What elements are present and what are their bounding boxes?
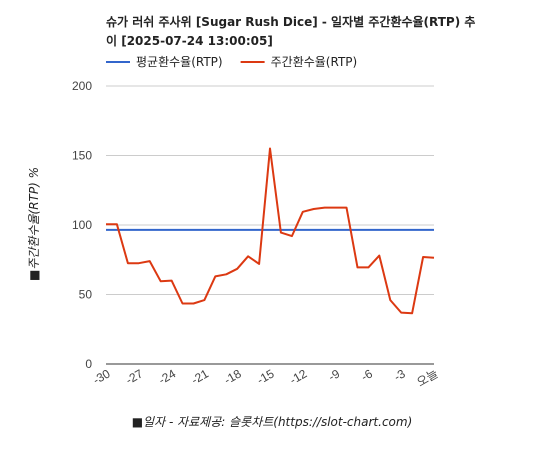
x-tick-label: -21 — [189, 366, 211, 387]
x-tick-label: -15 — [254, 366, 276, 387]
legend-item-1[interactable]: 평균환수율(RTP) — [106, 55, 223, 69]
grid — [106, 85, 434, 365]
x-tick-label: -24 — [156, 366, 178, 387]
x-tick-label: -9 — [326, 366, 343, 384]
legend-label: 평균환수율(RTP) — [136, 55, 223, 69]
x-tick-label: -27 — [123, 366, 145, 387]
x-tick-label: -12 — [287, 366, 309, 387]
y-axis-ticks: 0 50 100 150 200 — [72, 79, 92, 371]
legend-label: 주간환수율(RTP) — [271, 55, 358, 69]
chart-title-line-2: 이 [2025-07-24 13:00:05] — [106, 33, 273, 48]
x-tick-label: 오늘 — [414, 366, 440, 389]
legend[interactable]: 평균환수율(RTP) 주간환수율(RTP) — [106, 55, 357, 69]
chart-title: 슈가 러쉬 주사위 [Sugar Rush Dice] - 일자별 주간환수율(… — [106, 14, 475, 48]
x-axis-ticks: -30 -27 -24 -21 -18 -15 -12 -9 -6 -3 오늘 — [90, 366, 440, 389]
series-line-2 — [106, 147, 435, 315]
x-tick-label: -3 — [391, 366, 408, 384]
x-tick-label: -18 — [222, 366, 244, 387]
legend-item-2[interactable]: 주간환수율(RTP) — [240, 55, 358, 69]
y-tick-label: 50 — [79, 288, 93, 302]
y-axis-title: ■주간환수율(RTP) % — [27, 167, 41, 281]
x-tick-label: -30 — [90, 366, 112, 387]
y-tick-label: 0 — [85, 357, 92, 371]
y-tick-label: 100 — [72, 218, 92, 232]
x-axis-title: ■일자 - 자료제공: 슬롯차트(https://slot-chart.com) — [132, 415, 413, 429]
series-layer — [106, 147, 435, 315]
y-tick-label: 150 — [72, 149, 92, 163]
chart-title-line-1: 슈가 러쉬 주사위 [Sugar Rush Dice] - 일자별 주간환수율(… — [106, 14, 475, 29]
x-tick-label: -6 — [359, 366, 376, 384]
y-tick-label: 200 — [72, 79, 92, 93]
